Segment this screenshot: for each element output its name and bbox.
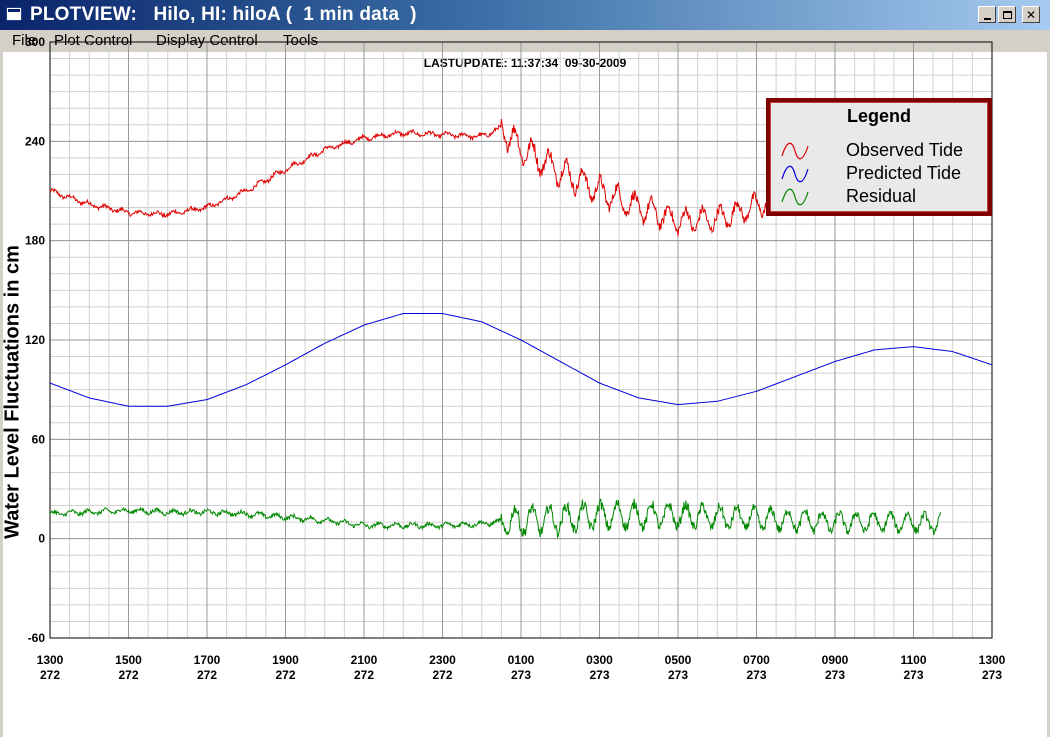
x-tick-day-label: 272 <box>197 668 217 682</box>
y-tick-label: 120 <box>25 333 45 347</box>
x-tick-day-label: 272 <box>118 668 138 682</box>
legend-item-residual: Residual <box>780 186 980 208</box>
x-tick-time-label: 0300 <box>586 653 613 667</box>
residual-line <box>49 498 942 539</box>
x-tick-time-label: 1100 <box>900 653 926 667</box>
minimize-icon <box>983 17 991 20</box>
title-bar[interactable]: PLOTVIEW: Hilo, HI: hiloA ( 1 min data )… <box>0 0 1050 30</box>
close-button[interactable]: ✕ <box>1022 6 1040 23</box>
plot-frame <box>49 41 993 639</box>
x-tick-day-label: 273 <box>982 668 1002 682</box>
x-tick-time-label: 1300 <box>37 653 64 667</box>
x-tick-time-label: 2100 <box>351 653 378 667</box>
minimize-button[interactable] <box>978 6 996 23</box>
chart-legend: Legend Observed Tide Predicted Tide Resi… <box>766 98 992 216</box>
x-tick-day-label: 272 <box>275 668 295 682</box>
x-tick-day-label: 272 <box>354 668 374 682</box>
menu-plot-control[interactable]: Plot Control <box>54 32 133 49</box>
maximize-button[interactable] <box>998 6 1016 23</box>
x-tick-time-label: 2300 <box>429 653 456 667</box>
x-tick-time-label: 0900 <box>822 653 849 667</box>
y-tick-label: 240 <box>25 134 45 148</box>
x-tick-day-label: 273 <box>746 668 766 682</box>
close-icon: ✕ <box>1025 7 1037 22</box>
window-title: PLOTVIEW: Hilo, HI: hiloA ( 1 min data ) <box>30 4 417 25</box>
maximize-icon <box>1002 10 1012 19</box>
predicted-tide-line <box>49 313 993 407</box>
y-axis-label: Water Level Fluctuations in cm <box>1 245 24 539</box>
y-tick-label: 180 <box>25 234 45 248</box>
x-tick-time-label: 1900 <box>272 653 299 667</box>
x-tick-time-label: 0500 <box>665 653 692 667</box>
y-tick-label: 300 <box>25 35 45 49</box>
x-tick-day-label: 272 <box>432 668 452 682</box>
legend-label-predicted: Predicted Tide <box>846 163 962 183</box>
menu-tools[interactable]: Tools <box>283 32 319 49</box>
y-tick-label: 60 <box>32 432 46 446</box>
menu-display-control[interactable]: Display Control <box>156 32 258 49</box>
y-tick-label: -60 <box>28 631 46 645</box>
y-tick-label: 0 <box>38 532 45 546</box>
x-tick-day-label: 273 <box>825 668 845 682</box>
residual-swatch-icon <box>781 188 809 206</box>
menu-file[interactable]: File <box>12 32 37 49</box>
x-tick-time-label: 1500 <box>115 653 142 667</box>
x-tick-day-label: 273 <box>511 668 531 682</box>
x-tick-day-label: 273 <box>903 668 923 682</box>
x-tick-day-label: 273 <box>589 668 609 682</box>
x-tick-day-label: 273 <box>668 668 688 682</box>
app-window-icon[interactable] <box>6 7 22 21</box>
legend-item-observed: Observed Tide <box>780 140 980 162</box>
x-tick-time-label: 1700 <box>194 653 221 667</box>
predicted-swatch-icon <box>781 165 809 183</box>
menu-bar: File Plot Control Display Control Tools <box>0 30 1050 52</box>
legend-label-residual: Residual <box>846 186 917 206</box>
x-tick-time-label: 0100 <box>508 653 535 667</box>
legend-label-observed: Observed Tide <box>846 140 964 160</box>
observed-swatch-icon <box>781 142 809 160</box>
x-tick-time-label: 0700 <box>743 653 770 667</box>
legend-title: Legend <box>846 106 911 126</box>
x-tick-day-label: 272 <box>40 668 60 682</box>
legend-item-predicted: Predicted Tide <box>780 163 980 185</box>
x-tick-time-label: 1300 <box>979 653 1006 667</box>
